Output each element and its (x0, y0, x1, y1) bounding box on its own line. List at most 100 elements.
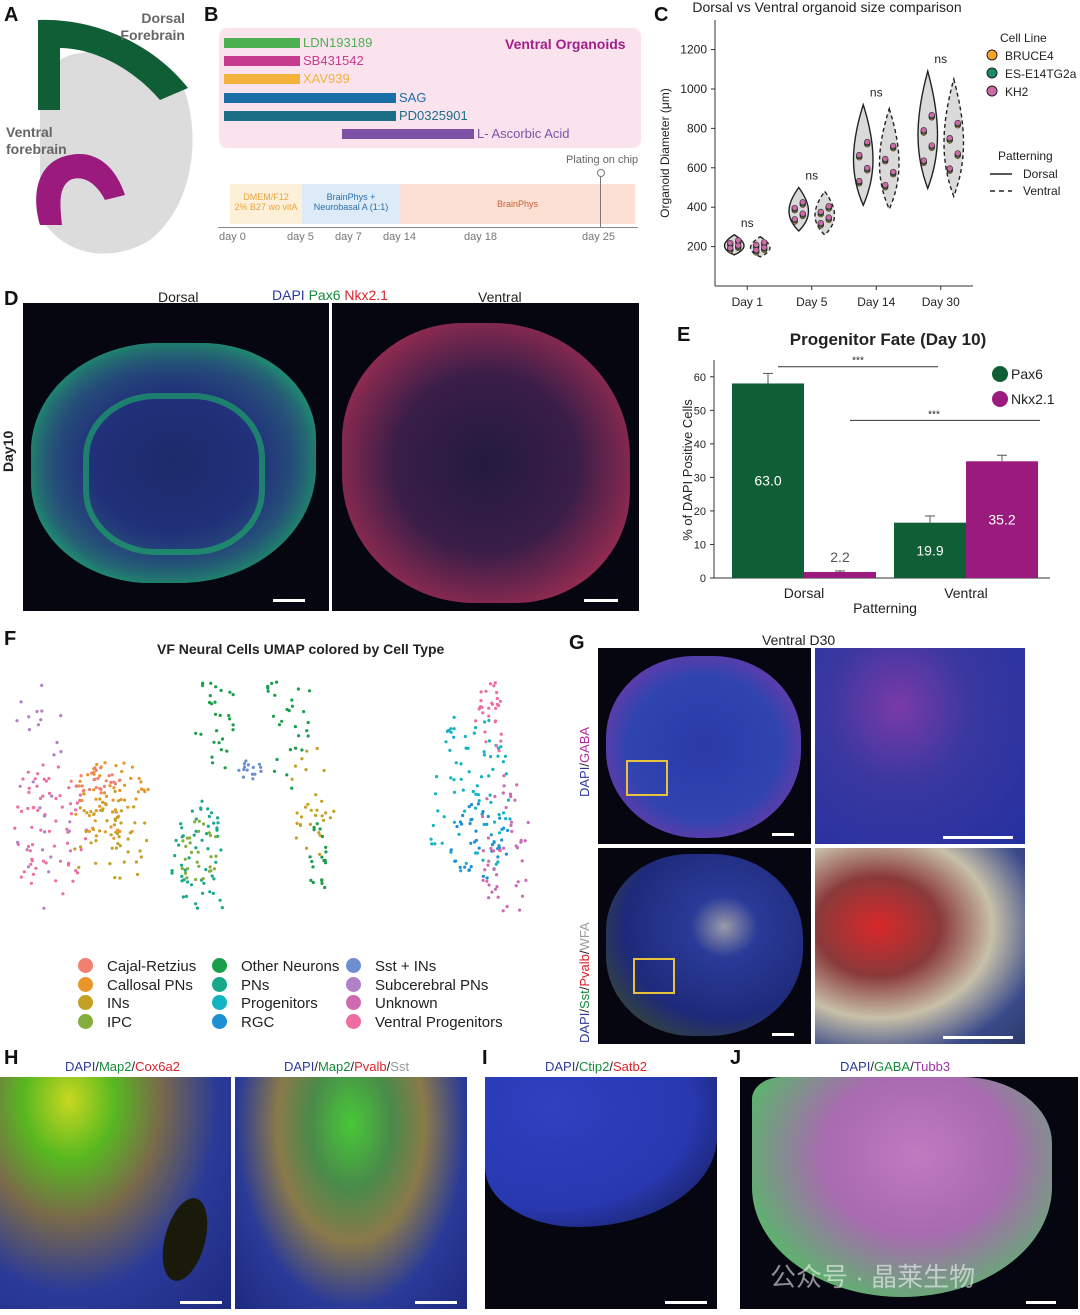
umap-point (481, 810, 485, 814)
umap-point (307, 689, 312, 693)
legend-item: Subcerebral PNs (346, 976, 488, 994)
umap-point (40, 683, 44, 687)
drug-bar (342, 129, 474, 139)
umap-point (493, 719, 498, 723)
data-point (946, 165, 953, 172)
umap-point (492, 867, 496, 872)
umap-point (314, 793, 318, 797)
umap-point (22, 870, 26, 874)
legend-item: Progenitors (212, 995, 318, 1012)
umap-point (501, 909, 505, 913)
umap-point (44, 779, 49, 783)
umap-point (26, 770, 30, 774)
umap-point (467, 805, 471, 809)
umap-point (129, 776, 133, 780)
umap-point (499, 739, 503, 743)
umap-point (220, 737, 225, 741)
umap-point (505, 904, 509, 909)
umap-point (519, 838, 523, 842)
umap-point (195, 906, 200, 910)
umap-point (237, 768, 241, 772)
umap-point (111, 810, 115, 814)
umap-point (113, 876, 117, 880)
ventral-organoid (342, 323, 630, 603)
dorsal-micrograph (23, 303, 329, 611)
legend-item: Other Neurons (212, 958, 339, 975)
umap-point (79, 774, 83, 778)
umap-point (476, 802, 480, 806)
bar-nkx2.1 (804, 571, 876, 578)
umap-point (100, 808, 104, 812)
umap-point (227, 714, 231, 718)
umap-point (444, 740, 448, 744)
umap-point (78, 779, 82, 783)
lumen (154, 1193, 216, 1286)
umap-point (30, 859, 34, 863)
umap-point (324, 845, 328, 849)
legend-item: Ventral Progenitors (346, 1013, 503, 1031)
umap-point (306, 720, 310, 725)
umap-point (26, 844, 30, 849)
umap-point (170, 869, 174, 873)
data-point (735, 242, 742, 249)
umap-point (470, 817, 474, 821)
umap-point (504, 805, 508, 810)
scale-bar (273, 599, 305, 602)
umap-point (180, 879, 184, 883)
umap-point (113, 789, 117, 793)
umap-point (140, 787, 144, 791)
forebrain-schematic: Dorsal Forebrain Ventral forebrain (6, 10, 193, 254)
umap-point (290, 698, 294, 702)
day-0: day 0 (219, 231, 246, 243)
umap-point (298, 823, 302, 828)
umap-point (463, 809, 467, 813)
y-tick-label: 40 (694, 439, 706, 451)
umap-point (491, 849, 496, 853)
y-tick-label: 20 (694, 506, 706, 518)
umap-point (180, 866, 184, 871)
legend-label: Other Neurons (241, 958, 340, 975)
umap-point (492, 840, 496, 844)
umap-point (119, 798, 123, 802)
bar-value-label: 63.0 (754, 473, 781, 489)
umap-point (200, 683, 205, 688)
umap-point (463, 734, 467, 739)
umap-point (275, 757, 279, 762)
ctip2-satb2-micrograph (485, 1077, 717, 1309)
gaba-organoid (606, 656, 801, 838)
umap-point (467, 770, 471, 774)
umap-point (485, 797, 489, 801)
data-point (791, 216, 798, 223)
scale-bar (1026, 1301, 1056, 1304)
umap-point (305, 749, 309, 753)
umap-point (114, 764, 118, 768)
y-tick-label: 800 (687, 121, 707, 135)
umap-point (209, 811, 214, 815)
umap-point (317, 831, 321, 835)
umap-point (75, 784, 79, 788)
legend-marker (986, 67, 998, 79)
umap-point (82, 809, 86, 813)
umap-point (94, 861, 98, 865)
stain-label-h-left: DAPI/Map2/Cox6a2 (65, 1059, 180, 1074)
organoid-3d (752, 1077, 1052, 1297)
umap-point (82, 792, 86, 796)
umap-point (493, 887, 498, 891)
ventral-label-2: forebrain (6, 141, 67, 157)
umap-point (304, 768, 308, 772)
umap-point (524, 878, 528, 882)
data-point (920, 157, 927, 164)
umap-point (93, 766, 97, 770)
umap-point (508, 792, 513, 796)
umap-point (19, 809, 24, 813)
umap-point (496, 895, 500, 899)
umap-point (68, 820, 72, 824)
umap-point (481, 849, 485, 853)
umap-point (179, 822, 183, 826)
umap-point (42, 906, 46, 910)
data-point (753, 246, 760, 254)
legend-label: Cajal-Retzius (107, 958, 197, 975)
data-point (928, 111, 935, 119)
map2-cox6a2-micrograph (0, 1077, 231, 1309)
significance-label: *** (928, 409, 940, 420)
